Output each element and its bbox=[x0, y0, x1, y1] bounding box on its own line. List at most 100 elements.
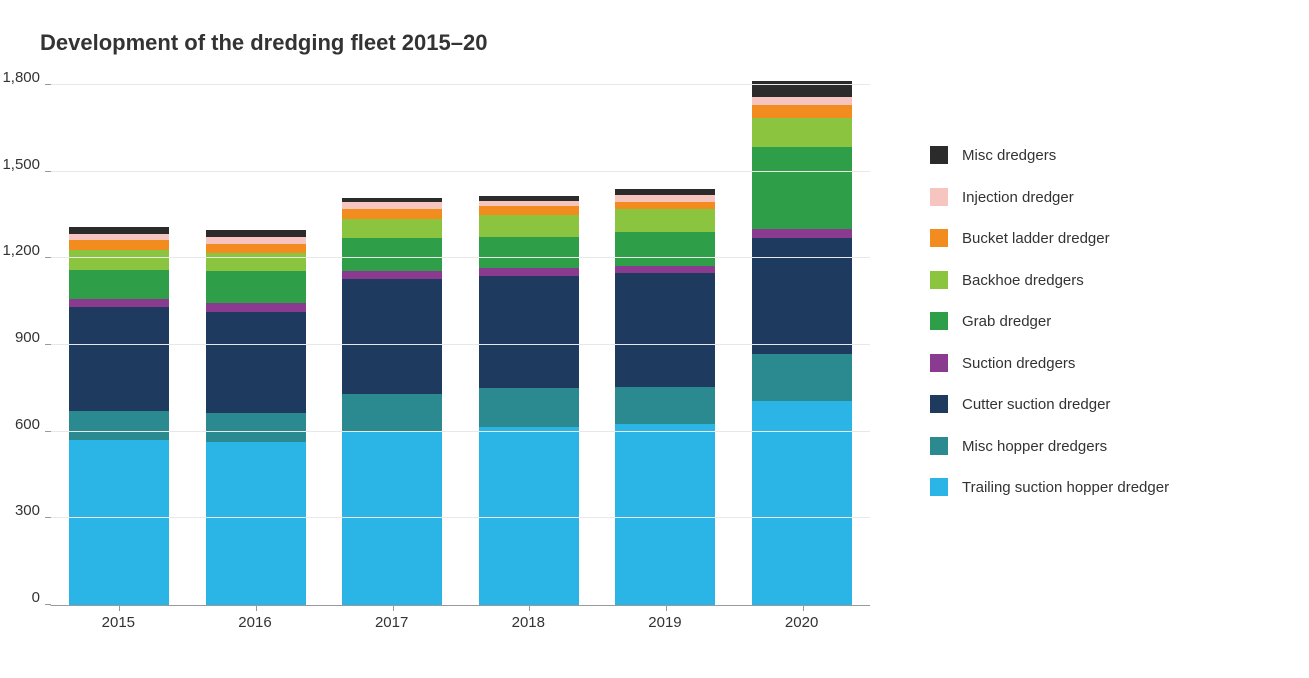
bar-segment-bucket_ladder bbox=[206, 244, 306, 253]
bar-segment-suction bbox=[342, 271, 442, 278]
bar-segment-injection bbox=[342, 202, 442, 209]
bar-segment-cutter_suction bbox=[615, 273, 715, 387]
legend-label: Misc hopper dredgers bbox=[962, 437, 1107, 457]
bar-segment-misc_dredgers bbox=[69, 227, 169, 234]
legend-swatch bbox=[930, 312, 948, 330]
bar-column bbox=[752, 81, 852, 605]
legend-swatch bbox=[930, 354, 948, 372]
bar-segment-backhoe bbox=[69, 250, 169, 270]
bar-column bbox=[206, 230, 306, 605]
bar-segment-misc_hopper bbox=[479, 388, 579, 427]
legend-swatch bbox=[930, 271, 948, 289]
bar-segment-injection bbox=[206, 237, 306, 244]
legend-label: Cutter suction dredger bbox=[962, 395, 1110, 415]
bar-segment-grab bbox=[69, 270, 169, 299]
bar-segment-suction bbox=[206, 303, 306, 312]
y-axis-tick-mark bbox=[45, 171, 51, 172]
x-axis-tick-mark bbox=[803, 605, 804, 611]
bar-segment-suction bbox=[479, 268, 579, 275]
bar-segment-misc_hopper bbox=[206, 413, 306, 442]
bar-segment-grab bbox=[479, 237, 579, 269]
bar-segment-bucket_ladder bbox=[615, 202, 715, 209]
legend-item: Misc hopper dredgers bbox=[930, 437, 1169, 457]
bar-column bbox=[615, 189, 715, 605]
x-axis-tick-mark bbox=[256, 605, 257, 611]
legend-label: Backhoe dredgers bbox=[962, 271, 1084, 291]
bar-segment-injection bbox=[615, 195, 715, 202]
legend-item: Misc dredgers bbox=[930, 146, 1169, 166]
chart-container: 1,8001,5001,2009006003000 20152016201720… bbox=[40, 86, 1269, 631]
legend-label: Suction dredgers bbox=[962, 354, 1075, 374]
bar-segment-suction bbox=[752, 229, 852, 238]
bar-segment-suction bbox=[69, 299, 169, 308]
bar-segment-backhoe bbox=[342, 219, 442, 238]
bar-segment-misc_hopper bbox=[69, 411, 169, 440]
x-axis: 201520162017201820192020 bbox=[50, 606, 870, 631]
y-axis-tick-mark bbox=[45, 517, 51, 518]
x-axis-tick-mark bbox=[119, 605, 120, 611]
bar-segment-grab bbox=[342, 238, 442, 271]
bar-segment-cutter_suction bbox=[69, 307, 169, 411]
legend: Misc dredgers Injection dredger Bucket lad… bbox=[930, 146, 1169, 520]
bar-segment-grab bbox=[752, 147, 852, 229]
legend-swatch bbox=[930, 478, 948, 496]
x-axis-label: 2017 bbox=[342, 614, 442, 631]
bar-segment-grab bbox=[615, 232, 715, 265]
bars-region bbox=[50, 86, 870, 606]
plot-with-axes: 1,8001,5001,2009006003000 20152016201720… bbox=[40, 86, 870, 631]
legend-item: Injection dredger bbox=[930, 188, 1169, 208]
x-axis-label: 2015 bbox=[68, 614, 168, 631]
x-axis-label: 2018 bbox=[478, 614, 578, 631]
legend-label: Trailing suction hopper dredger bbox=[962, 478, 1169, 498]
bar-segment-trailing_suction_hopper bbox=[69, 440, 169, 605]
bar-column bbox=[342, 198, 442, 605]
bar-segment-bucket_ladder bbox=[752, 105, 852, 118]
bar-segment-misc_hopper bbox=[342, 394, 442, 432]
legend-swatch bbox=[930, 229, 948, 247]
gridline bbox=[51, 344, 870, 345]
bars-row bbox=[51, 86, 870, 605]
legend-label: Injection dredger bbox=[962, 188, 1074, 208]
y-axis-tick-mark bbox=[45, 431, 51, 432]
chart-title: Development of the dredging fleet 2015–2… bbox=[40, 30, 1269, 56]
legend-item: Cutter suction dredger bbox=[930, 395, 1169, 415]
bar-segment-misc_hopper bbox=[752, 354, 852, 402]
gridline bbox=[51, 171, 870, 172]
x-axis-label: 2019 bbox=[615, 614, 715, 631]
gridline bbox=[51, 517, 870, 518]
bar-segment-misc_dredgers bbox=[206, 230, 306, 237]
legend-swatch bbox=[930, 395, 948, 413]
bar-segment-cutter_suction bbox=[479, 276, 579, 389]
bar-segment-trailing_suction_hopper bbox=[479, 427, 579, 605]
x-axis-tick-mark bbox=[666, 605, 667, 611]
bar-segment-misc_hopper bbox=[615, 387, 715, 425]
bar-segment-trailing_suction_hopper bbox=[615, 424, 715, 605]
bar-segment-backhoe bbox=[479, 215, 579, 237]
bar-segment-injection bbox=[752, 97, 852, 106]
y-axis-tick-mark bbox=[45, 84, 51, 85]
bar-segment-bucket_ladder bbox=[479, 206, 579, 215]
bar-segment-grab bbox=[206, 271, 306, 303]
bar-segment-cutter_suction bbox=[206, 312, 306, 413]
y-axis-tick-mark bbox=[45, 344, 51, 345]
gridline bbox=[51, 84, 870, 85]
bar-segment-backhoe bbox=[615, 209, 715, 232]
bar-segment-trailing_suction_hopper bbox=[206, 442, 306, 605]
x-axis-tick-mark bbox=[393, 605, 394, 611]
y-axis-tick-mark bbox=[45, 604, 51, 605]
legend-swatch bbox=[930, 146, 948, 164]
gridline bbox=[51, 431, 870, 432]
legend-item: Backhoe dredgers bbox=[930, 271, 1169, 291]
bar-segment-bucket_ladder bbox=[69, 240, 169, 250]
gridline bbox=[51, 257, 870, 258]
legend-label: Bucket ladder dredger bbox=[962, 229, 1110, 249]
bar-segment-suction bbox=[615, 266, 715, 273]
legend-swatch bbox=[930, 437, 948, 455]
legend-swatch bbox=[930, 188, 948, 206]
x-axis-tick-mark bbox=[529, 605, 530, 611]
x-axis-label: 2020 bbox=[752, 614, 852, 631]
bar-segment-backhoe bbox=[206, 253, 306, 272]
bar-column bbox=[69, 227, 169, 605]
legend-label: Misc dredgers bbox=[962, 146, 1056, 166]
bar-segment-trailing_suction_hopper bbox=[752, 401, 852, 605]
